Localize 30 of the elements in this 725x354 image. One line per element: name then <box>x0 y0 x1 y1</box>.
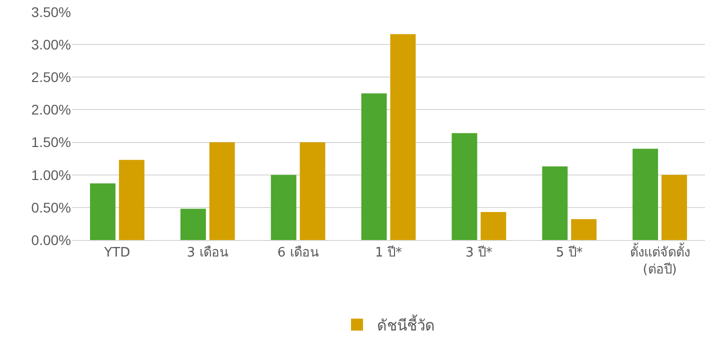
bar <box>270 174 296 240</box>
y-tick-label: 3.50% <box>31 4 71 20</box>
y-tick-label: 1.00% <box>31 166 71 183</box>
x-tick-label: 5 ปี* <box>556 244 584 261</box>
bar <box>571 219 597 240</box>
y-tick-label: 3.00% <box>31 36 71 52</box>
x-tick-label: 3 เดือน <box>186 244 228 261</box>
bar <box>662 174 687 240</box>
x-tick-label: 3 ปี* <box>465 244 493 261</box>
bar <box>209 142 235 240</box>
bar <box>118 160 144 240</box>
y-tick-label: 0.00% <box>31 232 71 248</box>
bar <box>632 148 658 240</box>
bar <box>361 93 387 240</box>
y-tick-label: 2.50% <box>31 69 71 86</box>
y-tick-label: 2.00% <box>31 102 71 118</box>
bar <box>390 34 416 240</box>
x-tick-label: 1 ปี* <box>375 244 402 261</box>
x-tick-label: 6 เดือน <box>277 244 319 261</box>
y-tick-label: 0.50% <box>31 199 71 216</box>
bar <box>180 208 206 240</box>
x-tick-label: ตั้งแต่จัดตั้ง (ต่อปี) <box>630 242 690 278</box>
bar <box>542 166 568 240</box>
bar <box>480 212 506 240</box>
legend-label: ดัชนีชี้วัด <box>377 314 435 334</box>
bar <box>90 183 116 240</box>
y-tick-label: 1.50% <box>31 134 71 150</box>
bar <box>452 133 478 240</box>
x-tick-label: YTD <box>103 246 130 261</box>
bar <box>300 142 326 240</box>
